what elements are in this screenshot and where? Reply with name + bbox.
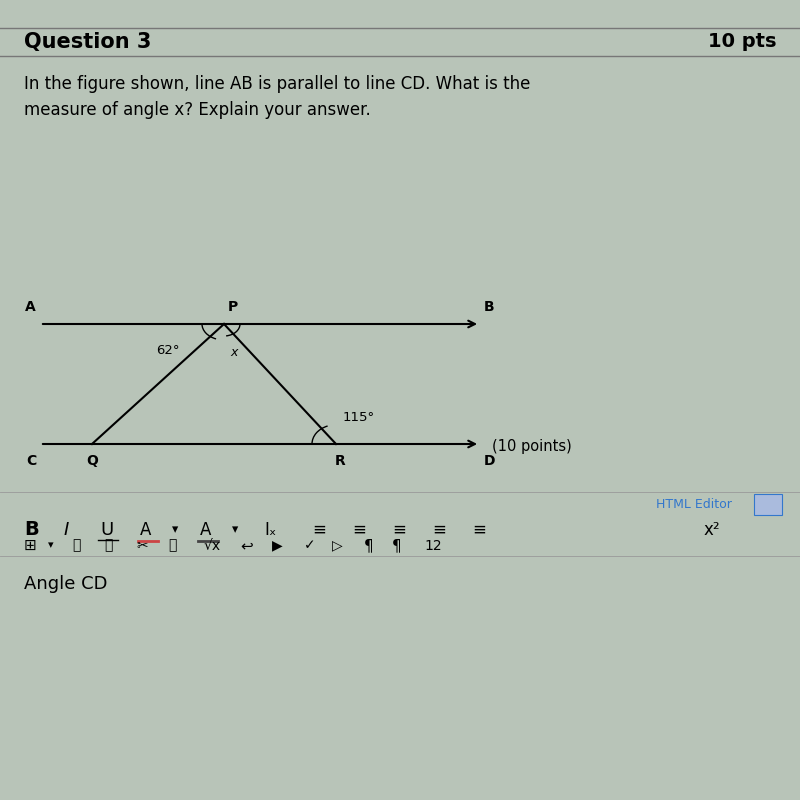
Text: R: R (334, 454, 346, 467)
Text: ▷: ▷ (332, 538, 342, 553)
Text: A: A (26, 301, 36, 314)
Text: ¶: ¶ (392, 538, 402, 553)
Text: B: B (484, 301, 494, 314)
Text: ⬛: ⬛ (72, 538, 80, 553)
FancyBboxPatch shape (754, 494, 782, 515)
Text: B: B (24, 520, 38, 539)
Text: 115°: 115° (342, 411, 374, 424)
Text: 10 pts: 10 pts (707, 32, 776, 51)
Text: ≡: ≡ (352, 521, 366, 538)
Text: Question 3: Question 3 (24, 31, 151, 51)
Text: √x: √x (204, 538, 221, 553)
Text: x: x (230, 346, 238, 359)
Text: ▾: ▾ (172, 523, 178, 536)
Text: U: U (100, 521, 114, 538)
Text: Q: Q (86, 454, 98, 467)
Text: 🔗: 🔗 (104, 538, 112, 553)
Text: ≡: ≡ (432, 521, 446, 538)
Text: ▾: ▾ (48, 541, 54, 550)
Text: A: A (140, 521, 151, 538)
Text: HTML Editor: HTML Editor (656, 498, 732, 510)
Text: C: C (26, 454, 36, 467)
Text: P: P (228, 301, 238, 314)
Text: ✓: ✓ (304, 538, 316, 553)
Text: ▶: ▶ (272, 538, 282, 553)
Text: ¶: ¶ (364, 538, 374, 553)
Text: ≡: ≡ (392, 521, 406, 538)
Text: ⊞: ⊞ (24, 538, 37, 553)
Text: x²: x² (704, 521, 721, 538)
Text: ↩: ↩ (240, 538, 253, 553)
Text: ≡: ≡ (472, 521, 486, 538)
Text: (10 points): (10 points) (492, 439, 572, 454)
Text: In the figure shown, line AB is parallel to line CD. What is the: In the figure shown, line AB is parallel… (24, 75, 530, 93)
Text: ▾: ▾ (232, 523, 238, 536)
Text: measure of angle x? Explain your answer.: measure of angle x? Explain your answer. (24, 102, 370, 119)
Text: Iₓ: Iₓ (264, 521, 276, 538)
Text: I: I (64, 521, 70, 538)
Text: ≡: ≡ (312, 521, 326, 538)
Text: 12: 12 (424, 538, 442, 553)
Text: ✂: ✂ (136, 538, 148, 553)
Text: D: D (484, 454, 495, 467)
Text: 62°: 62° (157, 344, 180, 357)
Text: Angle CD: Angle CD (24, 575, 107, 593)
Text: A: A (200, 521, 211, 538)
Text: 🖼: 🖼 (168, 538, 176, 553)
